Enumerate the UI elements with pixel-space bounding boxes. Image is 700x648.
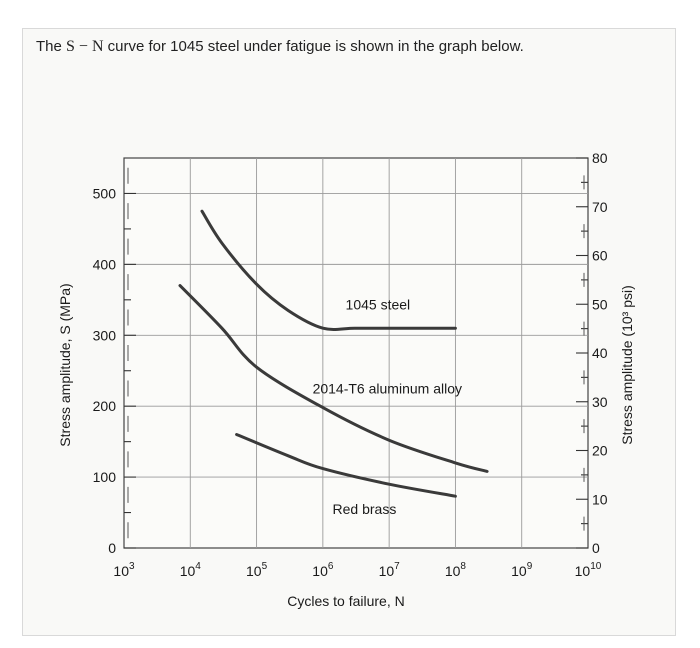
x-tick-label: 107 [379, 561, 401, 579]
y-tick-label: 500 [93, 185, 117, 201]
y-tick-label: 100 [93, 469, 117, 485]
x-tick-label: 104 [180, 561, 202, 579]
x-axis-label: Cycles to failure, N [287, 593, 404, 609]
x-tick-label: 105 [246, 561, 268, 579]
question-text: The S − N curve for 1045 steel under fat… [36, 38, 524, 56]
y-tick-label: 0 [108, 540, 116, 556]
x-tick-label: 1010 [575, 561, 602, 579]
y-axis-label: Stress amplitude, S (MPa) [57, 283, 73, 446]
curve-2014-t6-aluminum-alloy [178, 284, 489, 473]
y2-tick-label: 60 [592, 248, 608, 264]
x-tick-label: 109 [511, 561, 533, 579]
y2-tick-label: 30 [592, 394, 608, 410]
series-label-2014-t6-aluminum-alloy: 2014-T6 aluminum alloy [313, 380, 462, 396]
y-tick-label: 400 [93, 256, 117, 272]
y2-tick-label: 70 [592, 199, 608, 215]
curve-1045-steel [200, 209, 457, 331]
y2-tick-label: 80 [592, 150, 608, 166]
y2-tick-label: 10 [592, 491, 608, 507]
series-label-red-brass: Red brass [333, 501, 397, 517]
x-tick-label: 103 [113, 561, 135, 579]
y2-axis-label: Stress amplitude (10³ psi) [619, 285, 635, 445]
question-after: curve for 1045 steel under fatigue is sh… [103, 38, 524, 55]
curve-red-brass [235, 433, 457, 498]
sn-math: S − N [66, 38, 104, 55]
x-tick-label: 106 [312, 561, 334, 579]
series-label-1045-steel: 1045 steel [346, 297, 411, 313]
y-tick-label: 300 [93, 327, 117, 343]
question-before: The [36, 38, 67, 55]
plot-area [123, 157, 589, 549]
y2-tick-label: 20 [592, 443, 608, 459]
y2-tick-label: 0 [592, 540, 600, 556]
y-tick-label: 200 [93, 398, 117, 414]
y2-tick-label: 40 [592, 345, 608, 361]
x-tick-label: 108 [445, 561, 467, 579]
y2-tick-label: 50 [592, 296, 608, 312]
